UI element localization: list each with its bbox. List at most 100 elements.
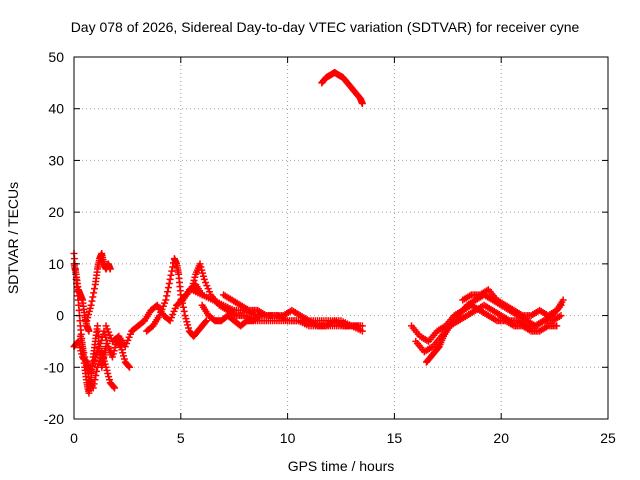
- data-point: [557, 312, 565, 320]
- data-point: [182, 315, 190, 323]
- data-point: [90, 289, 98, 297]
- data-point: [184, 321, 192, 329]
- data-point: [88, 297, 96, 305]
- y-axis-label: SDTVAR / TECUs: [5, 182, 21, 294]
- data-point: [166, 275, 174, 283]
- data-point: [169, 263, 177, 271]
- series-track-e: [76, 332, 119, 392]
- data-point: [356, 322, 364, 330]
- data-point: [79, 345, 87, 353]
- data-points: [70, 69, 567, 397]
- y-tick-label: 40: [48, 101, 64, 117]
- data-point: [125, 333, 133, 341]
- grid-lines: [74, 57, 608, 419]
- data-point: [197, 263, 205, 271]
- data-point: [120, 355, 128, 363]
- y-tick-label: 30: [48, 152, 64, 168]
- data-point: [202, 278, 210, 286]
- data-point: [85, 307, 93, 315]
- data-point: [161, 299, 169, 307]
- data-point: [157, 308, 165, 316]
- data-point: [164, 288, 172, 296]
- x-tick-label: 15: [387, 430, 403, 446]
- data-point: [103, 366, 111, 374]
- data-point: [126, 363, 134, 371]
- data-point: [99, 351, 107, 359]
- data-point: [84, 369, 92, 377]
- data-point: [123, 339, 131, 347]
- data-point: [204, 285, 212, 293]
- data-point: [165, 280, 173, 288]
- data-point: [155, 312, 163, 320]
- data-point: [184, 324, 192, 332]
- data-point: [164, 284, 172, 292]
- data-point: [163, 292, 171, 300]
- chart-title: Day 078 of 2026, Sidereal Day-to-day VTE…: [71, 19, 580, 35]
- data-point: [81, 353, 89, 361]
- series-track-p: [459, 286, 567, 320]
- data-point: [101, 360, 109, 368]
- data-point: [119, 349, 127, 357]
- data-point: [190, 276, 198, 284]
- y-tick-label: -20: [44, 411, 64, 427]
- data-point: [553, 322, 561, 330]
- x-tick-label: 20: [493, 430, 509, 446]
- data-point: [99, 354, 107, 362]
- data-point: [358, 100, 366, 108]
- data-point: [82, 357, 90, 365]
- data-point: [183, 318, 191, 326]
- data-point: [86, 304, 94, 312]
- data-point: [159, 302, 167, 310]
- data-point: [102, 333, 110, 341]
- data-point: [106, 265, 114, 273]
- data-point: [162, 296, 170, 304]
- data-point: [89, 362, 97, 370]
- data-point: [76, 332, 84, 340]
- data-point: [109, 350, 117, 358]
- data-point: [202, 318, 210, 326]
- data-point: [110, 383, 118, 391]
- y-tick-label: 50: [48, 49, 64, 65]
- data-point: [83, 317, 91, 325]
- data-point: [171, 304, 179, 312]
- y-tick-label: 10: [48, 256, 64, 272]
- data-point: [91, 376, 99, 384]
- data-point: [111, 384, 119, 392]
- data-point: [101, 330, 109, 338]
- data-point: [166, 317, 174, 325]
- data-point: [205, 288, 213, 296]
- data-point: [90, 380, 98, 388]
- data-point: [91, 285, 99, 293]
- x-axis-label: GPS time / hours: [288, 458, 395, 474]
- data-point: [89, 384, 97, 392]
- x-tick-label: 5: [177, 430, 185, 446]
- data-point: [181, 312, 189, 320]
- data-point: [178, 295, 186, 303]
- data-point: [255, 313, 263, 321]
- data-point: [106, 331, 114, 339]
- data-point: [92, 372, 100, 380]
- data-point: [199, 272, 207, 280]
- data-point: [167, 271, 175, 279]
- data-point: [200, 275, 208, 283]
- data-point: [102, 322, 110, 330]
- data-point: [85, 327, 93, 335]
- data-point: [103, 325, 111, 333]
- data-point: [100, 357, 108, 365]
- data-point: [120, 352, 128, 360]
- data-point: [202, 317, 210, 325]
- data-point: [80, 349, 88, 357]
- data-point: [180, 307, 188, 315]
- data-point: [196, 260, 204, 268]
- data-point: [77, 336, 85, 344]
- data-point: [169, 311, 177, 319]
- axis-ticks: 0 5 10 15 20 25 -20 -10 0 10 20 30 40 50: [44, 49, 616, 446]
- data-point: [179, 303, 187, 311]
- data-point: [189, 280, 197, 288]
- data-point: [170, 307, 178, 315]
- data-point: [105, 328, 113, 336]
- plot-frame: [73, 56, 609, 420]
- series-track-g: [143, 255, 210, 340]
- data-point: [167, 314, 175, 322]
